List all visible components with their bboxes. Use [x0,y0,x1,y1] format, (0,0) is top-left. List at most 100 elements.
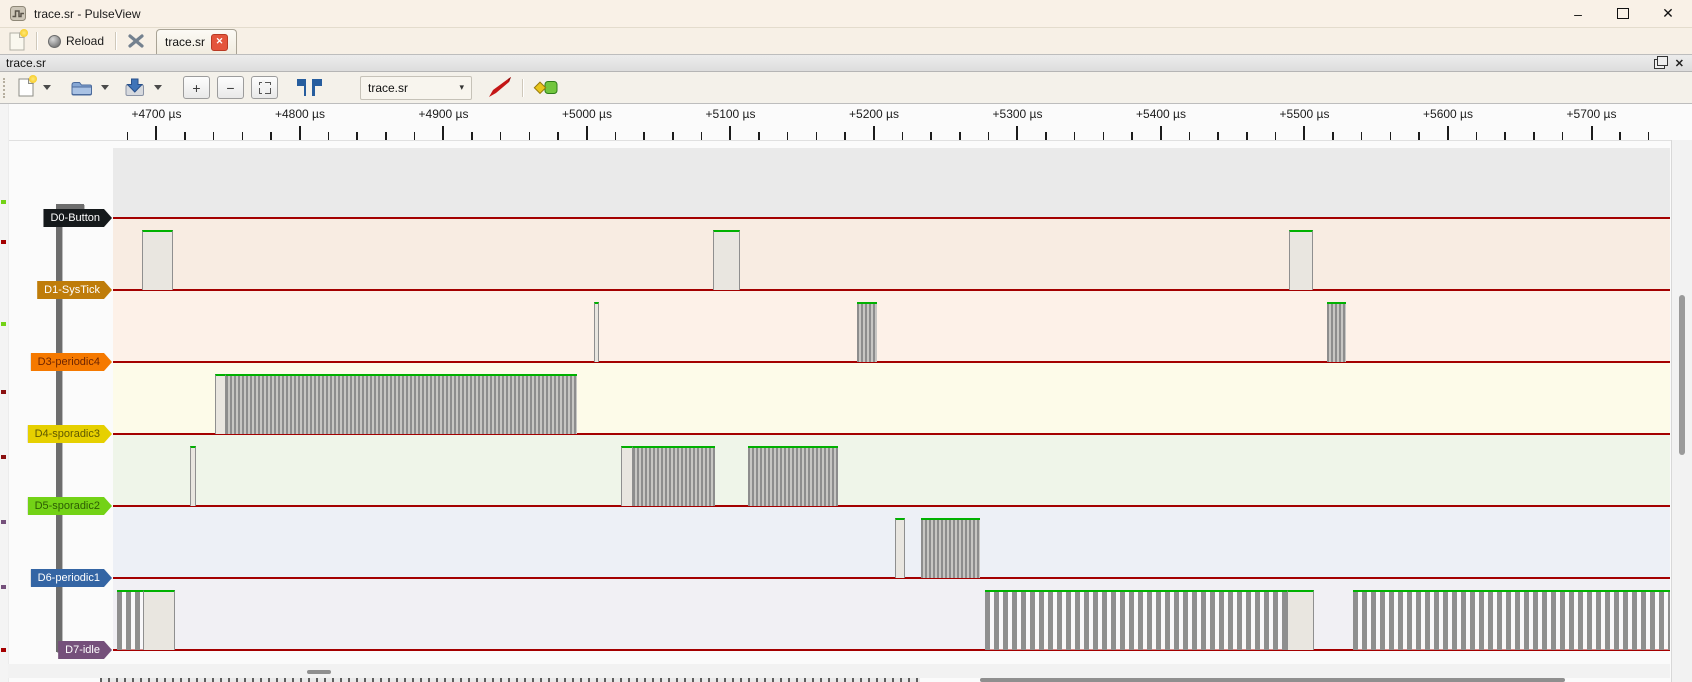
ruler-tick [1561,132,1564,140]
trigger-rising-icon[interactable] [312,79,322,96]
ruler-tick [1647,132,1650,140]
close-button[interactable]: ✕ [1662,5,1674,21]
maximize-button[interactable] [1603,0,1643,27]
new-session-icon [9,28,28,51]
zoom-out-button[interactable]: − [217,76,244,99]
toolbar-grip[interactable] [3,77,8,98]
ruler-tick [413,132,416,140]
channel-label-D3-periodic4[interactable]: D3-periodic4 [31,353,112,371]
ruler-tick [557,132,559,140]
ruler-time-label: +5700 µs [1566,107,1617,121]
channel-label-D0-Button[interactable]: D0-Button [43,209,112,227]
channel-label-D4-sporadic3[interactable]: D4-sporadic3 [28,425,112,443]
left-edge-mark [1,390,6,394]
left-edge-mark [1,322,6,326]
ruler-tick [1389,132,1392,140]
channel-band-D0-Button [113,148,1670,218]
ruler-time-label: +4900 µs [418,107,469,121]
ruler-time-label: +4700 µs [131,107,182,121]
ruler-tick [930,132,932,140]
ruler-tick [298,126,301,140]
signal-segment-D6-periodic1 [921,518,981,578]
signal-segment-D1-SysTick [141,230,173,290]
new-file-button[interactable] [13,75,56,99]
ruler-tick [1102,132,1105,140]
minimize-button[interactable]: – [1574,5,1582,22]
reload-label: Reload [66,34,105,48]
left-edge-mark [1,648,6,652]
ruler-tick [528,132,531,140]
ruler-time-label: +5200 µs [849,107,899,121]
trigger-falling-icon[interactable] [296,79,306,96]
horizontal-scrollbar[interactable] [8,664,1670,678]
ruler-tick [672,132,674,140]
ruler-tick [1217,132,1219,140]
new-file-icon [18,75,37,97]
dock-float-icon[interactable] [1653,56,1668,69]
tools-button[interactable] [122,31,150,51]
bottom-edge-marks [100,678,920,682]
ruler-tick [1246,132,1248,140]
file-combo[interactable]: trace.sr ▾ [360,75,472,100]
ruler-tick [643,132,645,140]
signal-low-line-D6-periodic1 [113,577,1670,579]
signal-low-line-D0-Button [113,217,1670,219]
trace-view[interactable]: +4700 µs +4800 µs +4900 µs +5000 µs +5100 µs… [0,104,1692,682]
reload-icon [48,34,61,48]
channel-label-D7-idle[interactable]: D7-idle [58,641,112,659]
signal-segment-D3-periodic4 [594,302,600,362]
zoom-fit-button[interactable] [251,76,278,99]
ruler-tick [1533,132,1535,140]
signal-segment-D7-idle [1353,590,1670,650]
channel-label-D1-SysTick[interactable]: D1-SysTick [37,281,112,299]
signal-segment-D5-sporadic2 [189,446,196,506]
signal-segment-D1-SysTick [712,230,740,290]
open-file-button[interactable] [66,78,114,98]
channel-band-D1-SysTick [113,218,1670,290]
tab-trace-sr[interactable]: trace.sr ✕ [156,29,238,54]
tab-close-icon[interactable]: ✕ [211,33,229,51]
session-toolbar: + − trace.sr ▾ [0,72,1692,104]
ruler-tick [1590,126,1593,140]
ruler-tick [356,132,358,140]
left-edge-mark [1,240,6,244]
ruler-time-label: +5400 µs [1136,107,1186,121]
ruler-tick [385,132,387,140]
signal-segment-D3-periodic4 [857,302,877,362]
add-decoder-button[interactable] [533,79,559,96]
zoom-in-button[interactable]: + [183,76,210,99]
signal-segment-D5-sporadic2 [620,446,634,506]
open-folder-icon [71,80,92,96]
new-session-button[interactable] [4,28,30,53]
save-file-button[interactable] [120,76,167,99]
ruler-tick [155,126,158,140]
vertical-scrollbar-thumb[interactable] [1679,295,1685,455]
signal-segment-D7-idle [985,590,1287,650]
left-edge-mark [1,520,6,524]
vertical-scrollbar[interactable] [1671,140,1692,682]
ruler-tick [959,132,961,140]
ruler-tick [872,126,875,140]
probe-button[interactable] [488,77,512,98]
ruler-time-label: +5100 µs [705,107,756,121]
titlebar: trace.sr - PulseView – ✕ [0,0,1692,28]
channel-label-D6-periodic1[interactable]: D6-periodic1 [31,569,112,587]
reload-button[interactable]: Reload [43,32,109,50]
ruler-tick [614,132,617,140]
ruler-tick [585,126,588,140]
ruler-tick [1045,132,1047,140]
ruler-tick [1360,132,1363,140]
channel-label-D5-sporadic2[interactable]: D5-sporadic2 [28,497,112,515]
ruler-tick [1274,132,1277,140]
left-edge-mark [1,200,6,204]
signal-segment-D7-idle [117,590,143,650]
ruler-time-label: +5300 µs [992,107,1043,121]
channel-band-D6-periodic1 [113,506,1670,578]
signal-low-line-D3-periodic4 [113,361,1670,363]
horizontal-scrollbar-thumb[interactable] [307,670,331,674]
ruler-tick [499,132,502,140]
ruler-time-label: +5600 µs [1423,107,1473,121]
dock-close-icon[interactable]: ✕ [1674,58,1684,70]
file-combo-value: trace.sr [368,80,409,95]
